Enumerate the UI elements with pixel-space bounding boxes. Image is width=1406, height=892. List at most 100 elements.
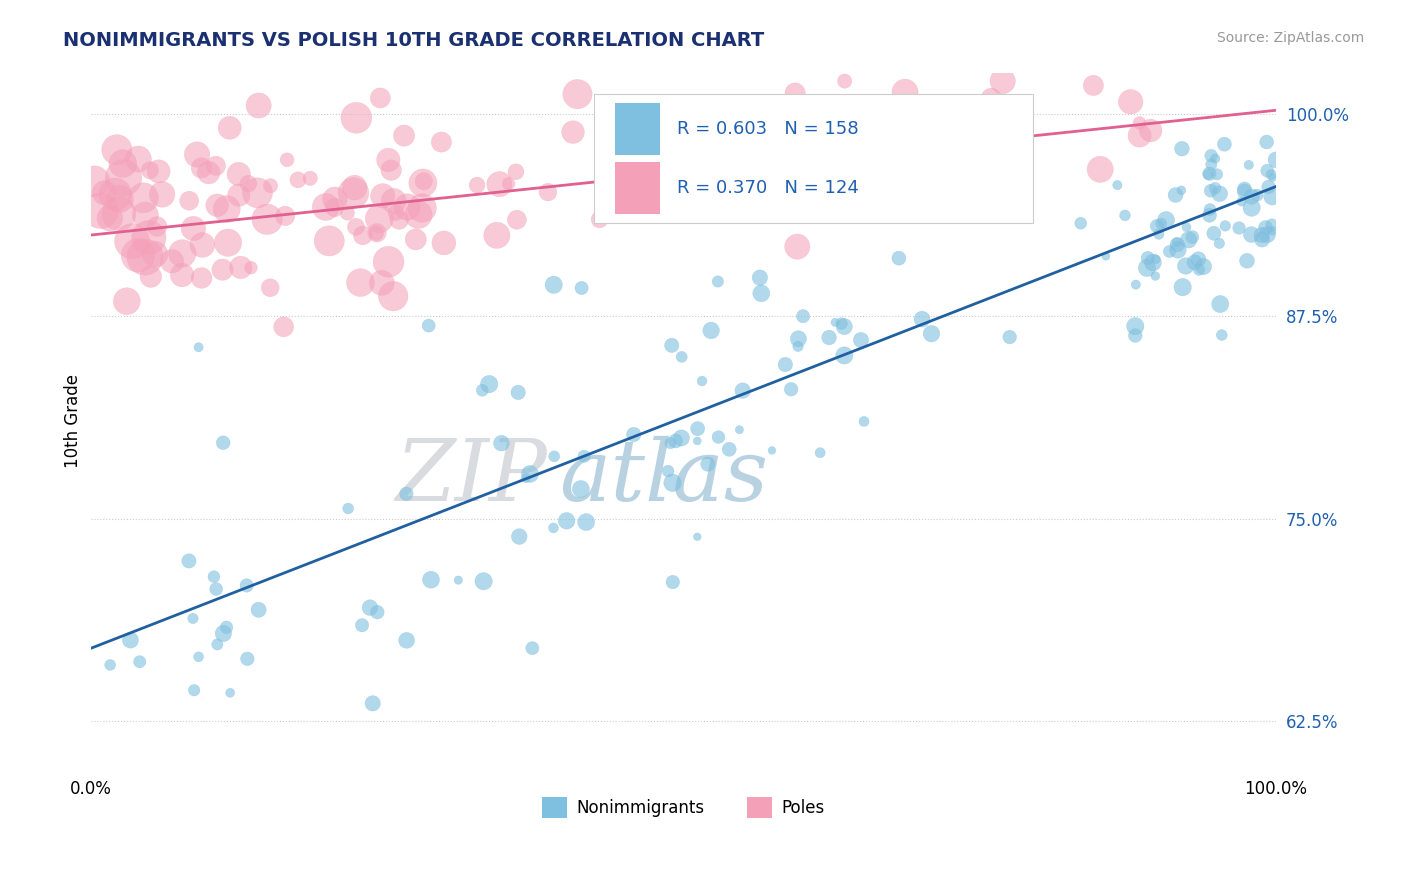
Point <box>1199 148 1222 162</box>
Point <box>181 611 204 625</box>
Point <box>98 211 121 226</box>
Point <box>488 177 510 191</box>
Point <box>1171 142 1194 156</box>
Point <box>215 202 238 216</box>
Point <box>1211 328 1233 343</box>
Point <box>810 103 832 118</box>
Point <box>980 91 1002 105</box>
Point <box>828 106 851 120</box>
Point <box>433 235 456 250</box>
Point <box>1199 184 1222 198</box>
Point <box>205 159 228 173</box>
Point <box>543 450 565 464</box>
Point <box>1240 189 1263 203</box>
Point <box>707 430 730 444</box>
Point <box>197 166 219 180</box>
Point <box>1184 255 1206 269</box>
Point <box>1114 209 1136 223</box>
Point <box>259 281 281 295</box>
Point <box>700 324 723 338</box>
Point <box>775 358 797 372</box>
Point <box>1198 208 1220 222</box>
Point <box>1204 181 1226 195</box>
Bar <box>614 103 659 155</box>
Point <box>259 178 281 193</box>
Point <box>659 436 682 450</box>
Point <box>143 247 166 261</box>
Point <box>1166 237 1188 252</box>
Point <box>1123 328 1146 343</box>
Point <box>1246 188 1268 202</box>
Point <box>146 219 169 234</box>
Point <box>121 234 143 248</box>
Point <box>1213 219 1236 233</box>
Point <box>1090 162 1112 177</box>
Point <box>127 248 149 262</box>
Point <box>1256 163 1278 178</box>
Point <box>190 161 212 175</box>
Point <box>211 262 233 277</box>
Point <box>1227 221 1250 235</box>
Point <box>506 212 529 227</box>
Point <box>236 652 259 666</box>
Point <box>371 189 394 203</box>
Point <box>911 312 934 326</box>
Point <box>787 339 810 353</box>
Point <box>366 226 388 240</box>
Point <box>893 191 915 205</box>
Point <box>662 175 685 189</box>
Point <box>749 286 772 301</box>
Point <box>519 467 541 481</box>
Point <box>108 192 131 206</box>
Point <box>1265 153 1288 167</box>
Point <box>748 270 770 285</box>
Point <box>686 530 709 544</box>
Point <box>1256 227 1278 242</box>
Point <box>218 120 240 135</box>
Point <box>343 180 366 194</box>
Point <box>1177 233 1199 247</box>
Point <box>337 501 360 516</box>
Point <box>217 235 239 250</box>
Point <box>247 603 270 617</box>
Point <box>344 111 367 125</box>
Point <box>728 423 751 437</box>
Point <box>1261 218 1284 232</box>
Point <box>134 208 156 222</box>
Point <box>808 446 831 460</box>
Point <box>1147 227 1170 242</box>
Point <box>671 350 693 364</box>
Point <box>382 289 405 303</box>
Point <box>543 521 565 535</box>
Point <box>336 206 359 220</box>
Text: R = 0.603   N = 158: R = 0.603 N = 158 <box>678 120 859 137</box>
Point <box>1187 252 1209 267</box>
Point <box>408 208 430 222</box>
Point <box>1251 233 1274 247</box>
Point <box>824 315 846 329</box>
Point <box>366 605 388 619</box>
Point <box>112 170 135 185</box>
Point <box>276 153 298 167</box>
Point <box>229 260 252 275</box>
Point <box>352 228 374 243</box>
FancyBboxPatch shape <box>595 94 1033 223</box>
Point <box>686 422 709 436</box>
Text: R = 0.370   N = 124: R = 0.370 N = 124 <box>678 179 859 197</box>
Point <box>447 573 470 587</box>
Point <box>172 246 194 260</box>
Point <box>128 655 150 669</box>
Point <box>787 332 810 346</box>
Point <box>575 515 598 529</box>
Point <box>661 475 683 490</box>
Point <box>921 326 943 341</box>
Point <box>792 309 814 323</box>
Point <box>1070 216 1092 230</box>
Point <box>1213 137 1236 152</box>
Point <box>359 600 381 615</box>
Point <box>567 87 589 102</box>
Point <box>821 161 844 175</box>
Point <box>127 152 149 166</box>
Point <box>1261 224 1284 238</box>
Point <box>918 165 941 179</box>
